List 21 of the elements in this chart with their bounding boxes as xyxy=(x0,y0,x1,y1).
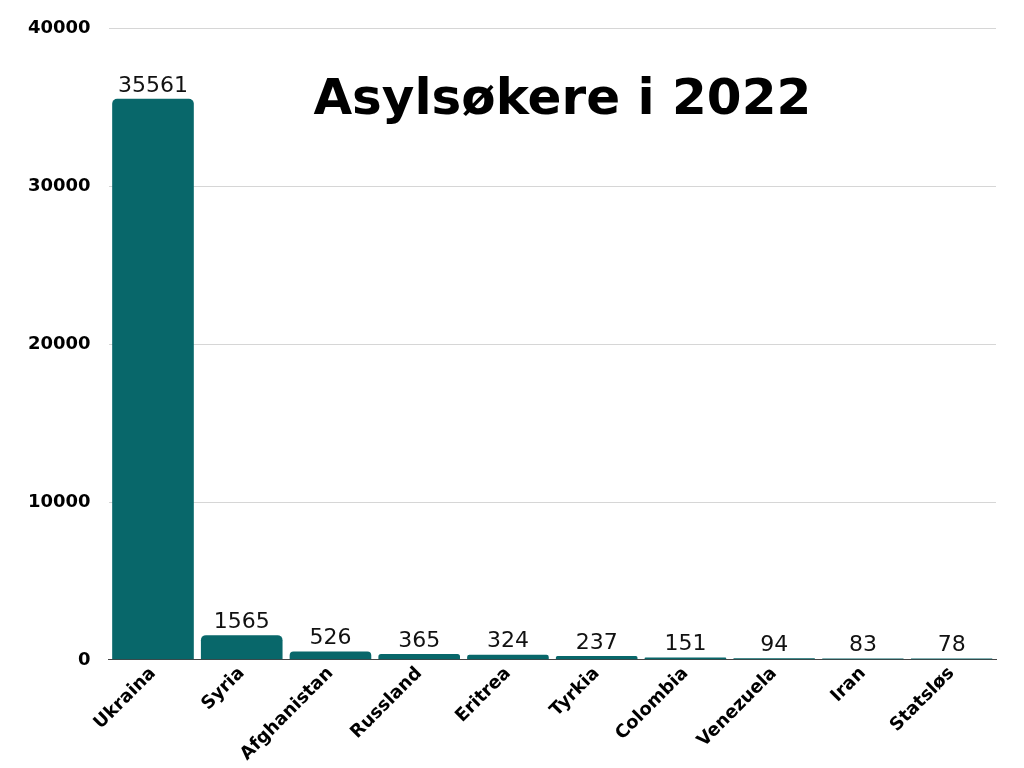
data-label: 324 xyxy=(486,627,529,653)
bar xyxy=(555,656,638,660)
y-tick-label: 30000 xyxy=(28,174,91,196)
data-label: 94 xyxy=(760,631,789,657)
data-label: 151 xyxy=(664,630,707,656)
y-tick-label: 0 xyxy=(78,647,91,669)
y-tick-label: 20000 xyxy=(28,331,91,353)
y-tick-label: 40000 xyxy=(28,16,91,38)
data-label: 35561 xyxy=(117,71,188,97)
bar xyxy=(112,98,194,660)
data-label: 1565 xyxy=(213,607,270,633)
y-tick-label: 10000 xyxy=(28,489,91,511)
text: Asylsøkere i 2022 xyxy=(313,67,812,126)
bar xyxy=(200,635,283,660)
data-label: 526 xyxy=(309,624,352,650)
data-label: 365 xyxy=(398,626,441,652)
data-label: 78 xyxy=(937,631,966,657)
data-label: 83 xyxy=(848,631,877,657)
bar xyxy=(378,654,461,660)
bar xyxy=(289,651,372,660)
data-label: 237 xyxy=(575,628,618,654)
